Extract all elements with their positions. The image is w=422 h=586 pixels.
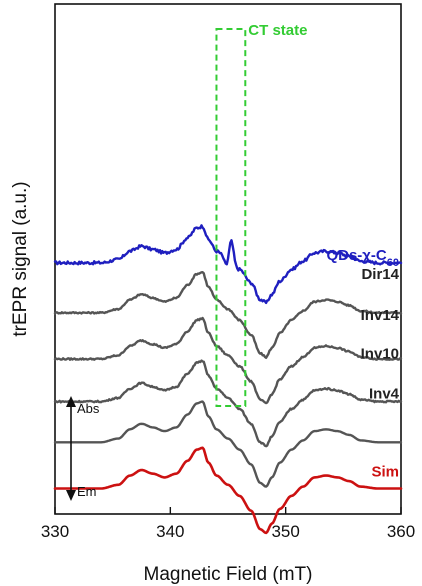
abs-em-arrow: Abs Em — [66, 396, 100, 501]
x-tick-label: 330 — [41, 522, 69, 541]
abs-label: Abs — [77, 401, 100, 416]
ct-state-label: CT state — [248, 22, 307, 39]
series-label-inv14: Inv14 — [361, 307, 400, 324]
plot-frame — [54, 3, 402, 515]
series-label-inv10: Inv10 — [361, 346, 399, 363]
y-axis-title: trEPR signal (a.u.) — [10, 181, 31, 336]
series-label-qds-c60: QDs-χ-C60 — [326, 247, 399, 269]
trace-inv14 — [53, 316, 403, 405]
arrow-head-down-icon — [66, 490, 76, 501]
trace-dir14 — [53, 271, 403, 359]
trace-group — [53, 224, 403, 535]
trace-sim — [53, 446, 403, 535]
x-tick-label: 350 — [271, 522, 299, 541]
arrow-head-up-icon — [66, 396, 76, 407]
series-label-sim: Sim — [371, 464, 399, 481]
series-label-dir14: Dir14 — [361, 266, 399, 283]
trace-inv4 — [53, 400, 403, 488]
trace-inv10 — [53, 359, 403, 448]
x-axis-tick-labels: 330 340 350 360 — [41, 522, 415, 541]
trace-qds-c60 — [53, 224, 403, 305]
x-tick-label: 360 — [387, 522, 415, 541]
series-label-inv4: Inv4 — [369, 385, 400, 402]
x-tick-label: 340 — [156, 522, 184, 541]
x-axis-ticks — [54, 507, 402, 514]
x-axis-title: Magnetic Field (mT) — [144, 564, 313, 585]
ct-state-box — [215, 28, 247, 407]
em-label: Em — [77, 484, 97, 499]
